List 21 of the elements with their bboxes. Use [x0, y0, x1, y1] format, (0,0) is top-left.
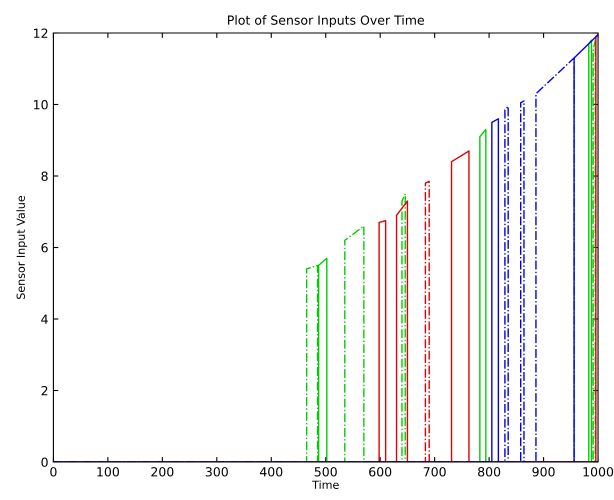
- x-axis-title: Time: [312, 480, 339, 489]
- x-tick-label: 400: [260, 467, 282, 477]
- x-tick-label: 600: [369, 467, 392, 477]
- y-tick-label: 10: [34, 100, 48, 110]
- y-tick-label: 0: [41, 457, 48, 467]
- x-tick-label: 800: [478, 467, 500, 477]
- x-tick-label: 200: [151, 467, 174, 477]
- x-tick-label: 100: [97, 467, 119, 477]
- x-tick-label: 300: [206, 467, 228, 477]
- chart-title: Plot of Sensor Inputs Over Time: [228, 15, 424, 28]
- x-tick-label: 900: [532, 467, 555, 477]
- y-axis-title: Sensor Input Value: [16, 196, 28, 299]
- y-tick-label: 4: [41, 314, 48, 324]
- x-tick-label: 700: [424, 467, 446, 477]
- x-tick-label: 0: [50, 467, 57, 477]
- y-tick-label: 8: [41, 171, 48, 181]
- y-tick-label: 2: [42, 386, 48, 396]
- y-tick-label: 12: [34, 28, 48, 38]
- y-tick-label: 6: [41, 242, 48, 252]
- x-tick-label: 500: [314, 467, 337, 477]
- x-tick-label: 1000: [584, 467, 614, 477]
